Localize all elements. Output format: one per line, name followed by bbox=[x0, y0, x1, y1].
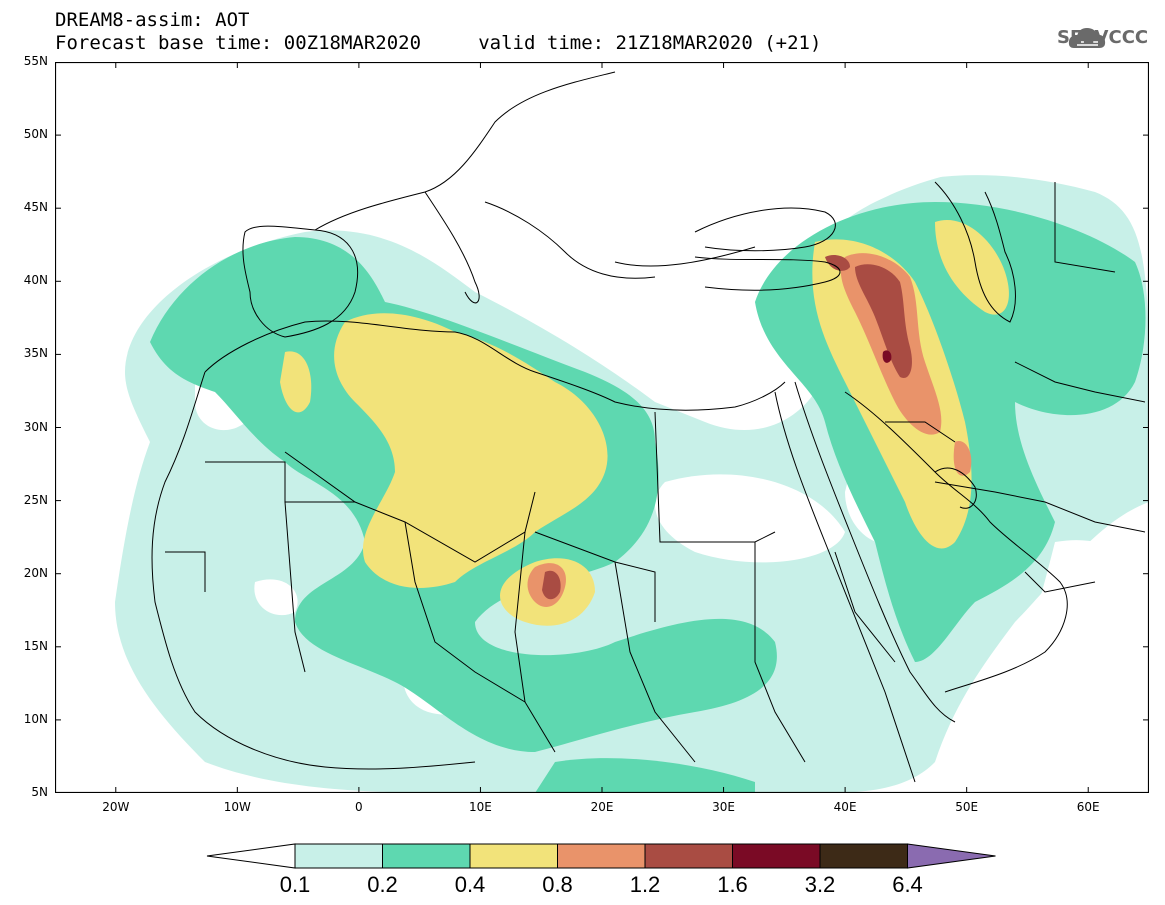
lon-label: 20E bbox=[590, 800, 614, 814]
lat-label: 30N bbox=[23, 419, 48, 434]
colorbar-level-label: 0.4 bbox=[454, 872, 486, 897]
colorbar-segment bbox=[294, 843, 383, 869]
colorbar-segment bbox=[644, 843, 733, 869]
lon-label: 60E bbox=[1076, 800, 1100, 814]
colorbar-level-label: 3.2 bbox=[804, 872, 836, 897]
lon-label: 0 bbox=[355, 800, 363, 814]
logo-text: SEEVCCC bbox=[1057, 27, 1149, 48]
colorbar-level-label: 1.6 bbox=[717, 872, 748, 897]
lon-label: 10E bbox=[469, 800, 492, 814]
aot-level-1.2 bbox=[542, 255, 912, 600]
map-title: DREAM8-assim: AOT bbox=[55, 9, 250, 31]
lat-label: 55N bbox=[23, 54, 48, 68]
lon-label: 40E bbox=[833, 800, 857, 814]
lat-label: 40N bbox=[23, 273, 48, 288]
colorbar-level-label: 6.4 bbox=[892, 872, 923, 897]
colorbar-segment bbox=[469, 843, 558, 869]
colorbar-level-label: 0.2 bbox=[367, 872, 398, 897]
lat-label: 10N bbox=[23, 711, 48, 726]
lon-label: 50E bbox=[955, 800, 979, 814]
colorbar bbox=[206, 843, 996, 869]
lon-label: 10W bbox=[223, 800, 251, 814]
axis-ticks bbox=[55, 62, 1149, 793]
lat-label: 15N bbox=[23, 638, 48, 653]
lat-label: 35N bbox=[23, 346, 48, 361]
lat-label: 5N bbox=[31, 785, 48, 799]
forecast-times: Forecast base time: 00Z18MAR2020 valid t… bbox=[55, 32, 822, 54]
colorbar-segment bbox=[557, 843, 646, 869]
country-borders bbox=[151, 71, 1146, 783]
lon-label: 30E bbox=[712, 800, 735, 814]
colorbar-over-arrow bbox=[907, 843, 996, 869]
colorbar-level-label: 0.8 bbox=[542, 872, 573, 897]
lat-label: 25N bbox=[23, 492, 48, 507]
colorbar-level-label: 1.2 bbox=[629, 872, 661, 897]
lon-label: 20W bbox=[102, 800, 130, 814]
colorbar-segment bbox=[732, 843, 821, 869]
aot-map bbox=[55, 62, 1149, 793]
cloud-icon bbox=[1068, 28, 1106, 48]
aot-level-1.6 bbox=[882, 350, 892, 363]
lat-label: 50N bbox=[23, 127, 48, 142]
colorbar-segment bbox=[382, 843, 471, 869]
lat-label: 45N bbox=[23, 200, 48, 215]
lat-label: 20N bbox=[23, 565, 48, 580]
colorbar-level-label: 0.1 bbox=[279, 872, 311, 897]
colorbar-segment bbox=[819, 843, 908, 869]
colorbar-under-arrow bbox=[206, 843, 296, 869]
